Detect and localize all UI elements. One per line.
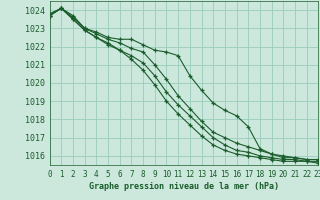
X-axis label: Graphe pression niveau de la mer (hPa): Graphe pression niveau de la mer (hPa): [89, 182, 279, 191]
